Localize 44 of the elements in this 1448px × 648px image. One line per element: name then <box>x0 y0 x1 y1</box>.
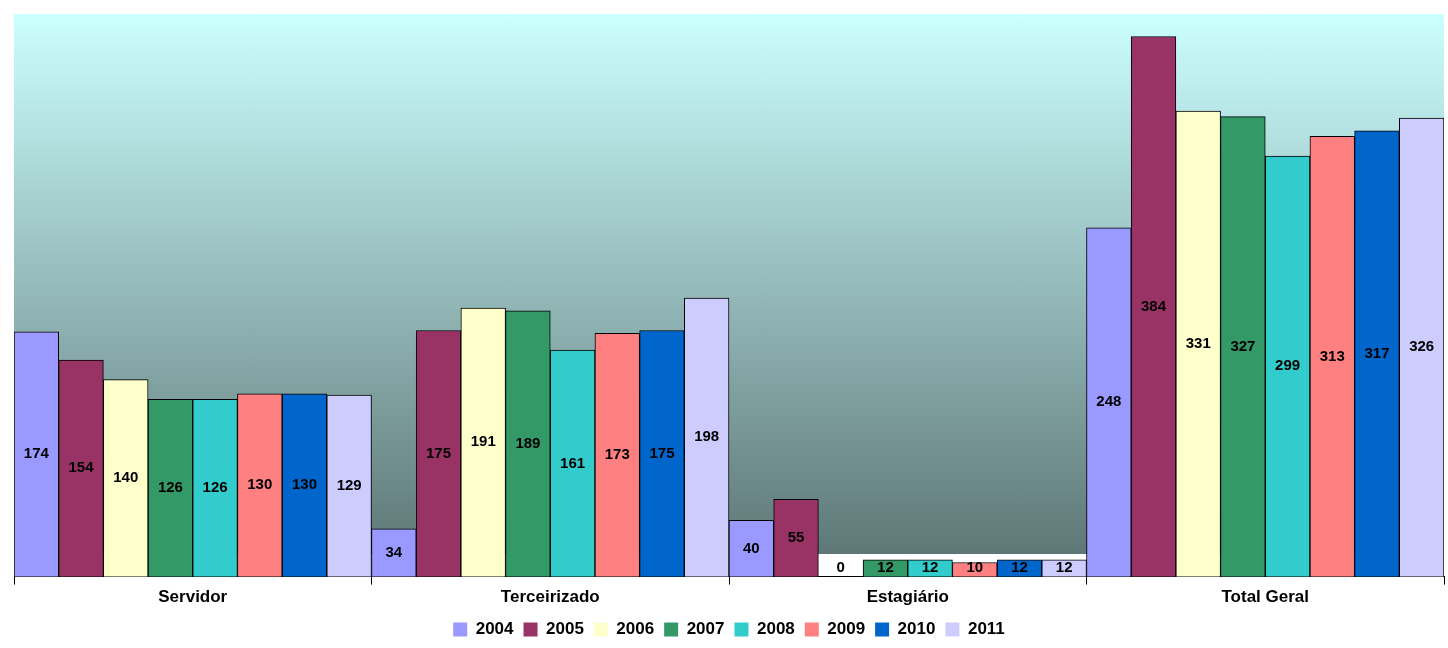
legend-label: 2011 <box>967 619 1005 639</box>
data-label: 191 <box>470 432 496 450</box>
data-label: 299 <box>1275 356 1301 374</box>
data-label: 327 <box>1230 336 1256 354</box>
x-tick-label: Total Geral <box>1221 587 1310 607</box>
legend-label: 2008 <box>756 619 795 639</box>
data-label: 129 <box>336 476 362 494</box>
data-label: 126 <box>157 478 183 496</box>
data-label: 317 <box>1364 343 1390 361</box>
legend-label: 2006 <box>616 619 655 639</box>
data-label: 12 <box>1055 557 1073 575</box>
data-label: 174 <box>23 444 50 462</box>
data-label: 161 <box>560 453 586 471</box>
x-tick-label: Servidor <box>158 587 228 607</box>
data-label: 10 <box>966 557 984 575</box>
data-label: 126 <box>202 478 228 496</box>
data-label: 175 <box>649 443 675 461</box>
data-label: 173 <box>604 445 630 463</box>
legend-label: 2004 <box>475 619 515 639</box>
data-label: 154 <box>68 458 95 476</box>
data-label: 40 <box>743 538 760 556</box>
x-tick-label: Estagiário <box>866 587 949 607</box>
data-label: 326 <box>1409 337 1435 355</box>
x-tick-label: Terceirizado <box>500 587 600 607</box>
legend-label: 2005 <box>546 619 584 639</box>
data-label: 12 <box>921 557 939 575</box>
data-label: 12 <box>877 557 894 575</box>
data-label: 140 <box>113 468 139 486</box>
data-label: 130 <box>291 475 317 493</box>
data-label: 313 <box>1319 346 1345 364</box>
data-label: 34 <box>385 542 403 560</box>
data-label: 248 <box>1096 392 1122 410</box>
data-label: 130 <box>247 475 273 493</box>
data-label: 12 <box>1011 557 1028 575</box>
data-label: 198 <box>694 427 720 445</box>
data-label: 384 <box>1141 296 1167 314</box>
data-label: 175 <box>426 443 452 461</box>
data-label: 0 <box>836 557 845 575</box>
legend-label: 2007 <box>686 619 725 639</box>
data-label: 55 <box>787 528 805 546</box>
legend-label: 2010 <box>897 619 936 639</box>
data-label: 189 <box>515 433 541 451</box>
legend-label: 2009 <box>827 619 866 639</box>
data-label: 331 <box>1185 333 1211 351</box>
